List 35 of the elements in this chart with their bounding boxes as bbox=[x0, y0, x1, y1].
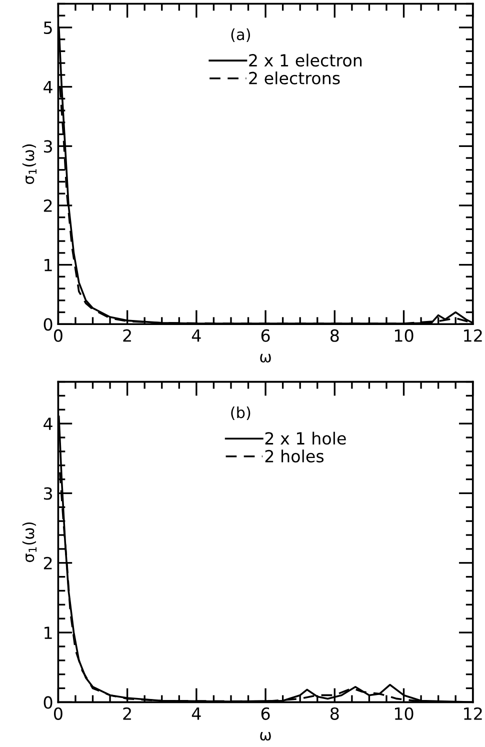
x-tick-label: 6 bbox=[261, 329, 270, 342]
x-tick-label: 2 bbox=[123, 329, 131, 342]
y-tick-label: 4 bbox=[44, 418, 52, 430]
x-tick-label: 10 bbox=[394, 329, 414, 342]
y-tick-label: 5 bbox=[44, 22, 52, 34]
x-tick-label: 12 bbox=[464, 707, 482, 720]
x-tick-label: 0 bbox=[54, 707, 62, 720]
legend-label: 2 x 1 hole bbox=[265, 432, 346, 445]
x-tick-label: 4 bbox=[192, 708, 201, 720]
y-tick-label: 0 bbox=[44, 696, 52, 709]
x-tick-label: 8 bbox=[330, 329, 339, 342]
y-tick-label: 0 bbox=[44, 318, 52, 331]
y-tick-label: 2 bbox=[44, 556, 52, 570]
y-axis-title: σ$_{1}$(ω) bbox=[22, 144, 36, 184]
y-tick-label: 2 bbox=[44, 199, 52, 212]
annotation: (b) bbox=[231, 406, 250, 420]
x-tick-label: 6 bbox=[261, 707, 270, 720]
legend-label: 2 x 1 electron bbox=[249, 54, 362, 67]
x-tick-label: 12 bbox=[464, 329, 482, 342]
annotation: (a) bbox=[231, 28, 250, 42]
x-tick-label: 0 bbox=[54, 329, 62, 342]
y-tick-label: 1 bbox=[44, 626, 52, 639]
x-tick-label: 8 bbox=[330, 707, 339, 720]
x-tick-label: 10 bbox=[394, 707, 414, 720]
y-tick-label: 1 bbox=[44, 258, 52, 272]
legend-label: 2 holes bbox=[265, 450, 324, 462]
x-axis-title: ω bbox=[260, 732, 271, 741]
legend-label: 2 electrons bbox=[249, 72, 340, 84]
y-tick-label: 3 bbox=[44, 140, 52, 153]
x-axis-title: ω bbox=[260, 354, 271, 362]
x-tick-label: 2 bbox=[123, 707, 131, 720]
x-tick-label: 4 bbox=[192, 329, 201, 342]
y-tick-label: 3 bbox=[44, 487, 52, 500]
y-tick-label: 4 bbox=[44, 80, 52, 94]
y-axis-title: σ$_{1}$(ω) bbox=[22, 522, 36, 562]
